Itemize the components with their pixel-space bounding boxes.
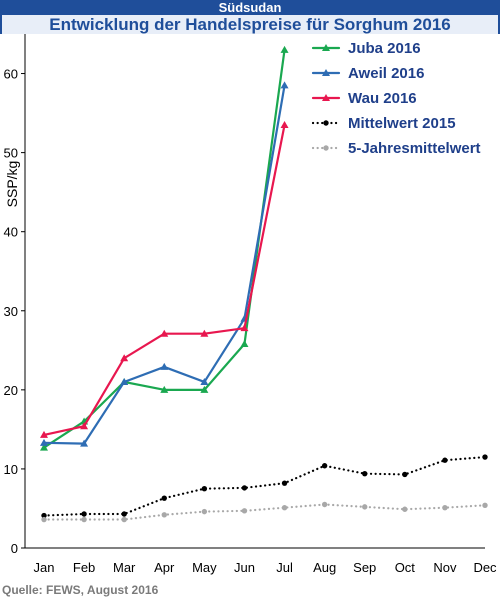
data-point <box>40 430 48 438</box>
data-point <box>241 485 248 491</box>
y-axis-title: SSP/kg <box>4 161 20 208</box>
data-point <box>40 438 48 446</box>
series-wau-2016 <box>40 120 289 438</box>
x-tick-label: Jun <box>234 560 255 575</box>
y-tick-label: 40 <box>4 225 18 240</box>
data-point <box>362 504 368 510</box>
data-point <box>241 508 248 514</box>
legend-label: Mittelwert 2015 <box>348 115 456 132</box>
data-point <box>40 443 48 451</box>
data-point <box>81 511 87 517</box>
series-juba-2016 <box>40 45 289 451</box>
x-tick-label: Apr <box>154 560 175 575</box>
y-tick-label: 10 <box>4 462 18 477</box>
data-point <box>161 495 167 501</box>
data-point <box>200 329 209 337</box>
data-point <box>281 504 288 511</box>
data-point <box>41 516 47 523</box>
series-line <box>42 455 487 517</box>
legend-item: Aweil 2016 <box>311 65 424 82</box>
data-point <box>201 485 208 492</box>
legend-swatch-marker <box>322 44 330 51</box>
series-aweil-2016 <box>40 81 289 447</box>
data-point <box>161 512 167 518</box>
chart-title: Südsudan <box>218 0 282 15</box>
series-mittelwert-2015 <box>41 454 488 519</box>
data-point <box>482 502 488 508</box>
data-point <box>121 511 127 517</box>
x-tick-label: Jan <box>34 560 55 575</box>
x-tick-label: Oct <box>395 560 416 575</box>
y-tick-label: 60 <box>4 67 18 82</box>
data-point <box>280 45 289 53</box>
data-point <box>160 362 169 370</box>
series-5-jahresmittelwert <box>41 501 488 523</box>
data-point <box>402 471 408 478</box>
legend-swatch-marker <box>323 120 329 126</box>
data-point <box>200 385 209 393</box>
x-tick-label: May <box>192 560 217 575</box>
data-point <box>482 454 488 460</box>
data-point <box>240 324 249 332</box>
legend-swatch-marker <box>322 94 330 101</box>
legend-swatch-marker <box>323 145 329 151</box>
data-point <box>280 81 289 89</box>
legend-swatch-marker <box>322 69 330 76</box>
data-point <box>121 516 127 523</box>
data-point <box>80 439 89 447</box>
data-point <box>442 504 448 511</box>
legend-label: Aweil 2016 <box>348 65 424 82</box>
data-point <box>240 339 249 347</box>
data-point <box>120 354 129 362</box>
x-tick-label: Nov <box>433 560 457 575</box>
series-line <box>42 503 487 521</box>
x-tick-label: Sep <box>353 560 376 575</box>
data-point <box>402 506 408 512</box>
x-tick-label: Mar <box>113 560 136 575</box>
y-tick-label: 30 <box>4 304 18 319</box>
x-tick-label: Dec <box>473 560 497 575</box>
chart-header: Südsudan Entwicklung der Handelspreise f… <box>0 0 500 34</box>
legend-item: Mittelwert 2015 <box>311 115 456 132</box>
legend-label: 5-Jahresmittelwert <box>348 140 481 157</box>
data-point <box>362 470 368 477</box>
legend-label: Juba 2016 <box>348 40 421 57</box>
chart-axes: 0 10 20 30 40 50 60 SSP/kg Jan Feb Mar Apr May Jun Jul… <box>4 34 497 575</box>
y-tick-label: 20 <box>4 383 18 398</box>
chart-series <box>40 45 488 523</box>
line-chart: 0 10 20 30 40 50 60 SSP/kg Jan Feb Mar Apr May Jun Jul… <box>4 34 497 575</box>
data-point <box>120 377 129 385</box>
data-point <box>41 512 47 519</box>
legend-label: Wau 2016 <box>348 90 417 107</box>
data-point <box>200 377 209 385</box>
legend-item: Juba 2016 <box>311 40 421 57</box>
x-tick-label: Jul <box>276 560 293 575</box>
data-point <box>201 508 208 515</box>
legend-item: Wau 2016 <box>311 90 417 107</box>
data-point <box>442 457 448 463</box>
y-tick-label: 50 <box>4 146 18 161</box>
data-point <box>280 120 289 128</box>
data-point <box>321 463 328 469</box>
chart-subtitle: Entwicklung der Handelspreise für Sorghu… <box>2 15 498 34</box>
data-point <box>160 329 169 337</box>
x-tick-label: Aug <box>313 560 336 575</box>
data-point <box>160 385 169 393</box>
source-note: Quelle: FEWS, August 2016 <box>2 583 159 597</box>
chart-legend: Juba 2016 Aweil 2016 Wau 2016 Mittelwert 20… <box>311 40 481 157</box>
legend-item: 5-Jahresmittelwert <box>311 140 481 157</box>
data-point <box>81 516 87 523</box>
data-point <box>321 501 328 508</box>
data-point <box>281 480 288 486</box>
y-tick-label: 0 <box>11 541 18 556</box>
x-tick-label: Feb <box>73 560 95 575</box>
data-point <box>80 422 89 430</box>
